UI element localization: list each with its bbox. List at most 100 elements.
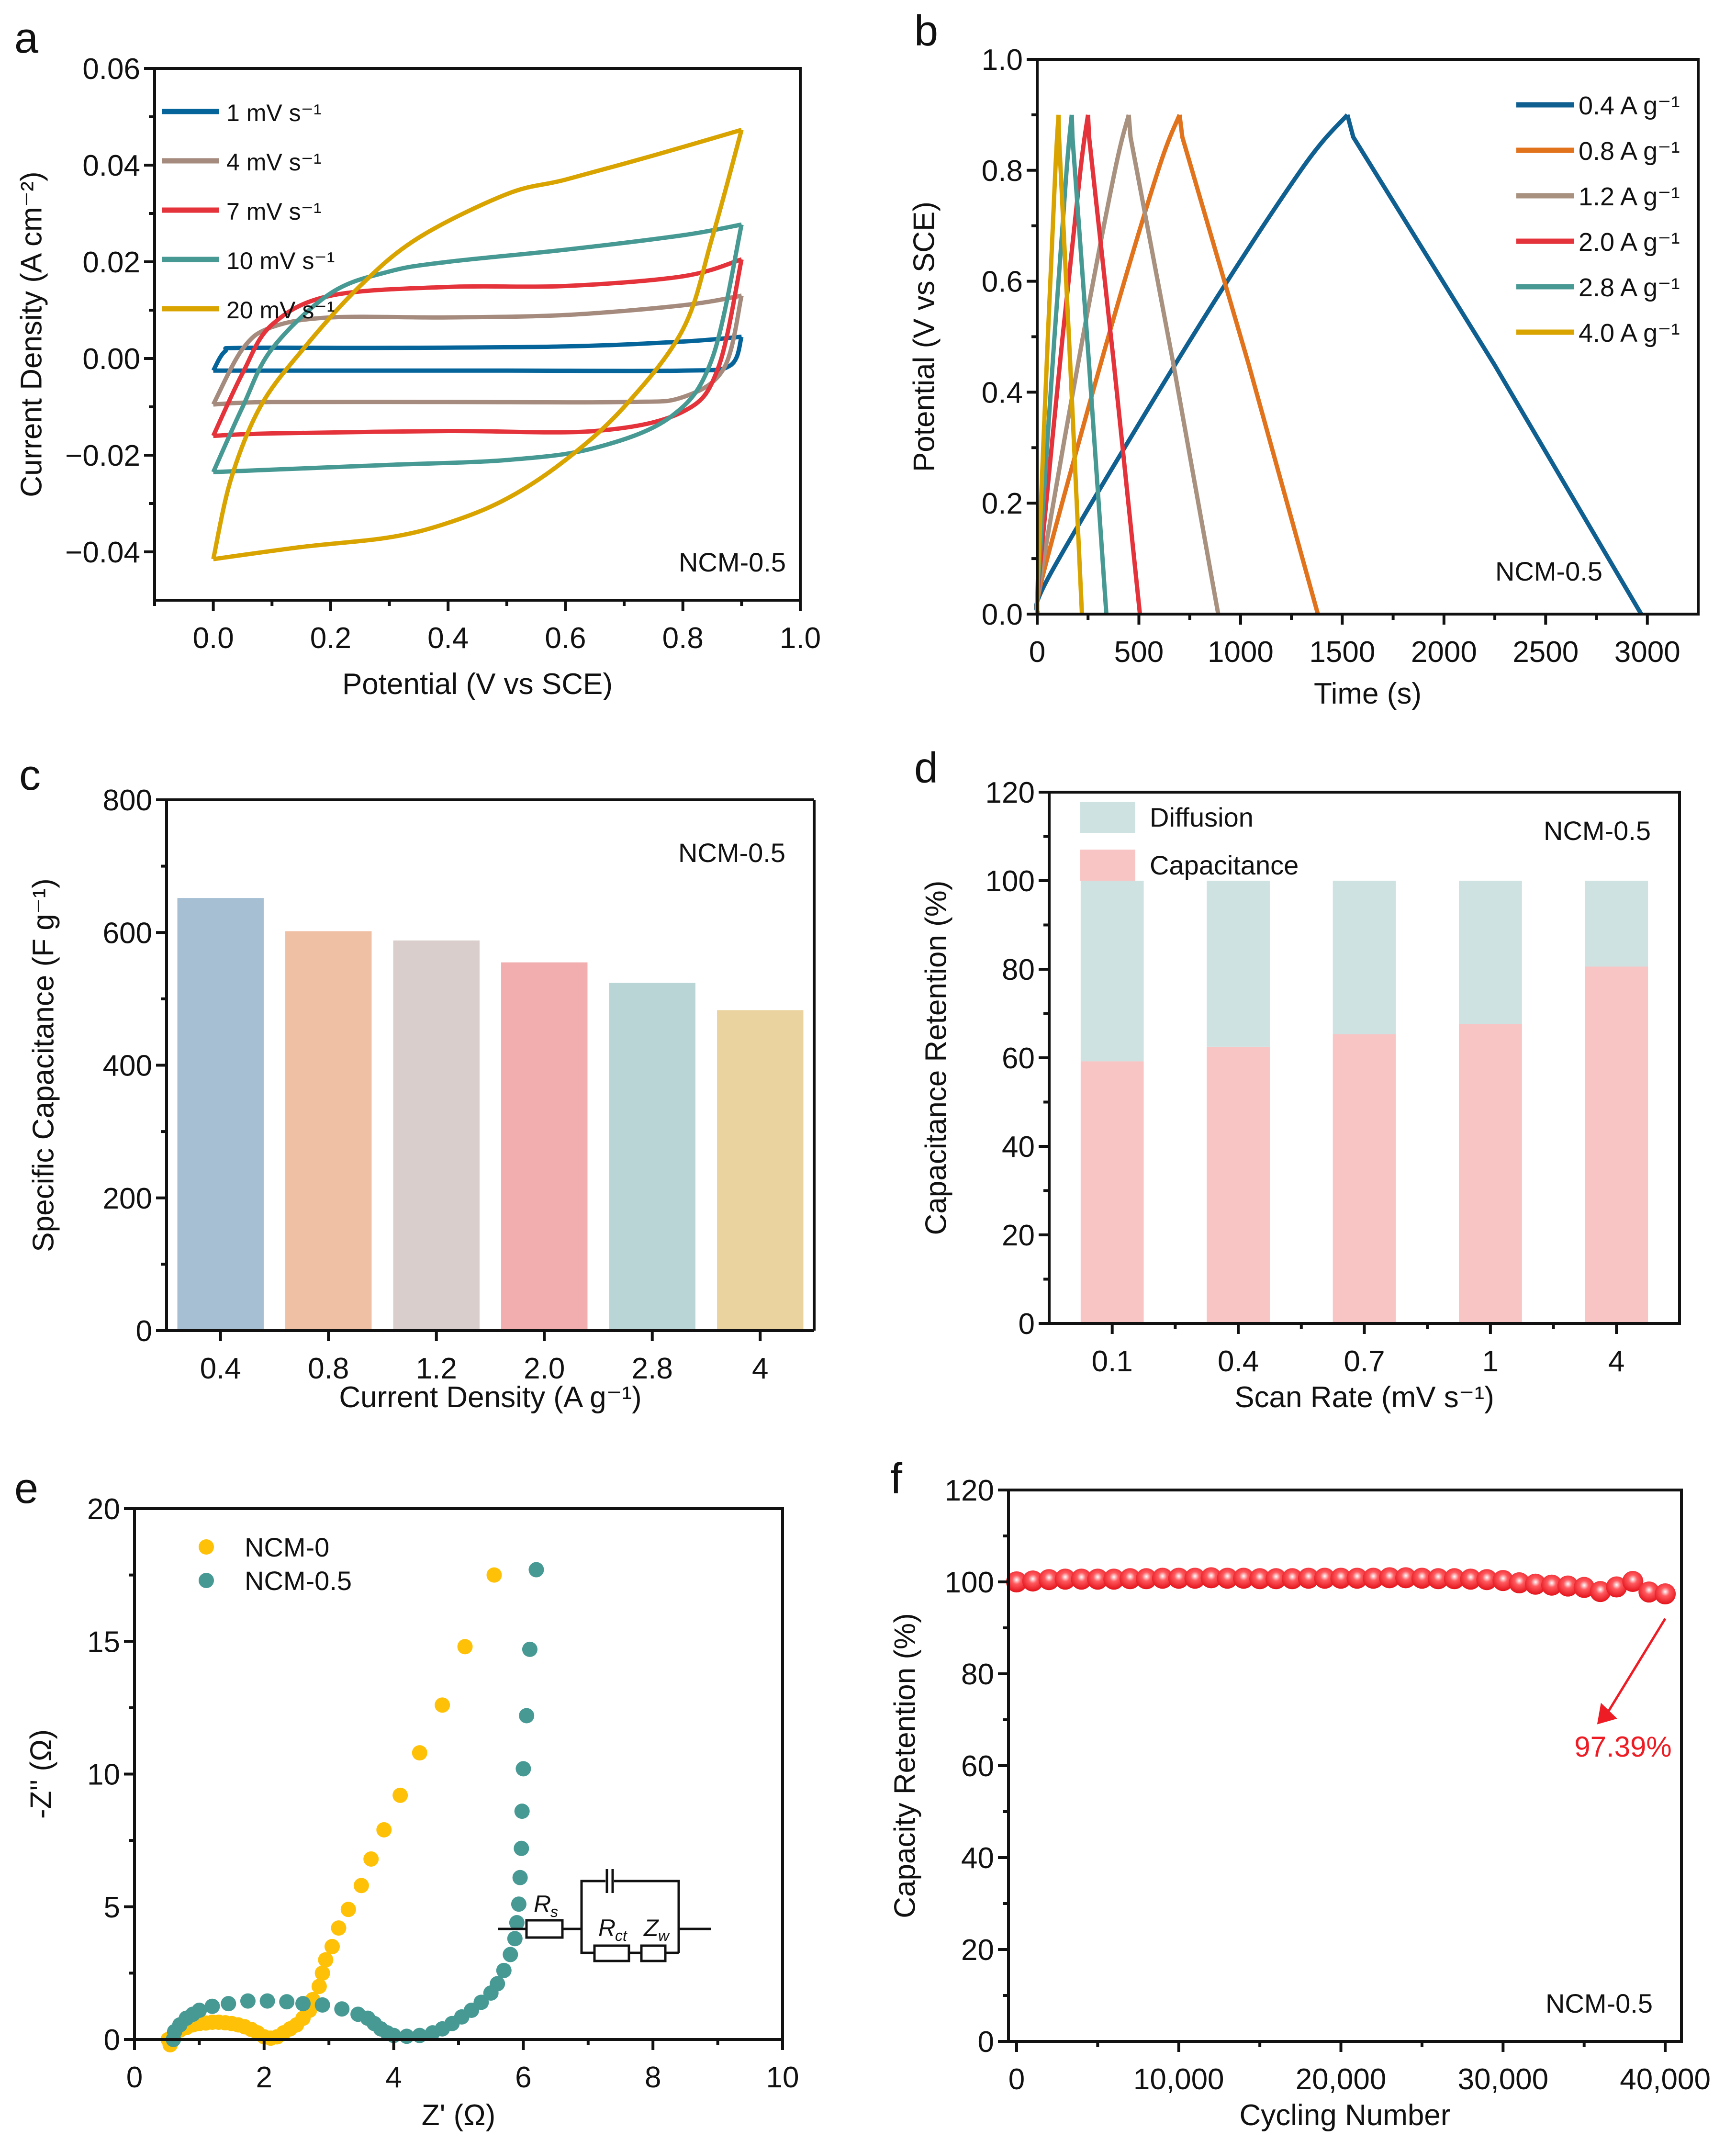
y-tick-label: 100: [986, 865, 1035, 898]
y-tick-label: 120: [945, 1474, 994, 1507]
x-tick-label: 40,000: [1620, 2063, 1711, 2096]
y-tick-label: 60: [961, 1750, 994, 1783]
legend-label: 20 mV s⁻¹: [226, 297, 335, 324]
data-point: [1444, 1568, 1465, 1590]
sample-annotation: NCM-0.5: [1544, 816, 1651, 846]
data-point: [340, 1902, 356, 1917]
cv-curve-lower: [213, 259, 744, 438]
data-point: [1427, 1568, 1449, 1590]
x-tick-label: 2.8: [632, 1352, 673, 1385]
data-point: [353, 1878, 369, 1893]
panel-c-bar-chart: c 0.4 0.8 1.2 2.0 2.8 4 0 200 400 600 800 Current De…: [19, 751, 816, 1414]
data-point: [486, 1567, 502, 1583]
y-tick-label: 0: [978, 2026, 994, 2059]
panel-d-stacked-bar-chart: d0.1 0.4 0.7 1 4020406080100120DiffusionCapa…: [914, 744, 1681, 1414]
y-tick-label: 0.6: [982, 266, 1023, 299]
panel-label: c: [19, 751, 41, 799]
data-point: [522, 1641, 538, 1657]
y-tick-label: 40: [1002, 1131, 1035, 1164]
data-point: [512, 1870, 528, 1885]
y-tick-label: 800: [103, 784, 152, 817]
y-tick-label: 15: [87, 1625, 120, 1658]
y-tick-label: 400: [103, 1050, 152, 1083]
data-point: [1168, 1568, 1189, 1589]
data-point: [503, 1947, 518, 1962]
panel-label: d: [914, 744, 938, 792]
x-tick-label: 0.4: [1218, 1345, 1259, 1378]
x-tick-label: 0.8: [308, 1352, 349, 1385]
legend-label: 4.0 A g⁻¹: [1579, 319, 1680, 347]
data-point: [1087, 1568, 1109, 1590]
x-tick-label: 0.7: [1344, 1345, 1385, 1378]
callout-arrow-head: [1597, 1703, 1617, 1725]
x-tick-label: 2000: [1411, 636, 1477, 669]
y-axis-title: Capacitance Retention (%): [919, 881, 952, 1235]
rct-subscript: ct: [615, 1927, 627, 1944]
data-point: [324, 1938, 340, 1954]
legend-marker: [199, 1573, 214, 1588]
x-axis-title: Time (s): [1314, 677, 1422, 710]
circuit-wire: [580, 1880, 605, 1929]
legend-label: 4 mV s⁻¹: [226, 149, 322, 176]
sample-annotation: NCM-0.5: [1495, 556, 1602, 586]
data-point: [1655, 1583, 1676, 1605]
y-tick-label: 0.02: [82, 246, 140, 279]
rct-label: R: [598, 1915, 616, 1941]
x-axis-title: Current Density (A g⁻¹): [339, 1381, 641, 1414]
cv-curve-upper: [211, 222, 742, 473]
data-point: [1509, 1572, 1530, 1593]
y-axis-title: Capacity Retention (%): [888, 1613, 921, 1918]
y-tick-label: 200: [103, 1182, 152, 1215]
legend-label: Diffusion: [1150, 802, 1254, 832]
y-tick-label: 0: [1019, 1308, 1035, 1341]
x-tick-label: 0: [126, 2061, 143, 2094]
bar: [501, 962, 588, 1331]
sample-annotation: NCM-0.5: [1546, 1988, 1653, 2018]
panel-label: e: [14, 1465, 38, 1512]
x-tick-label: 0.8: [662, 622, 704, 655]
sample-annotation: NCM-0.5: [679, 547, 786, 577]
panel-e-nyquist-chart: e NCM-0 NCM-0.5 0 5 10 15 20 0 2 4 6 8 10 Z' (Ω) -Z'' (…: [14, 1465, 799, 2132]
data-point: [1590, 1581, 1611, 1602]
data-point: [259, 1993, 275, 2009]
data-point: [473, 1994, 489, 2010]
y-axis-title: -Z'' (Ω): [24, 1729, 57, 1819]
legend-marker: [199, 1539, 214, 1555]
x-tick-label: 1.0: [780, 622, 821, 655]
x-tick-label: 8: [645, 2061, 661, 2094]
x-tick-label: 1500: [1309, 636, 1375, 669]
legend-label: 0.4 A g⁻¹: [1579, 91, 1680, 120]
data-point: [435, 1697, 450, 1713]
data-point: [318, 1952, 334, 1968]
capacitance-bar-segment: [1585, 966, 1648, 1323]
legend-swatch: [1080, 802, 1135, 833]
data-point: [1071, 1568, 1092, 1590]
legend-label: 1 mV s⁻¹: [226, 100, 322, 126]
y-tick-label: 0.4: [982, 376, 1023, 409]
data-point: [1379, 1567, 1400, 1589]
data-point: [1476, 1569, 1498, 1591]
data-point: [490, 1976, 505, 1992]
legend-label: NCM-0: [245, 1532, 329, 1562]
x-axis-title: Z' (Ω): [422, 2099, 496, 2132]
data-point: [1606, 1576, 1627, 1598]
bar: [609, 983, 695, 1331]
rs-label: R: [534, 1891, 551, 1917]
data-point: [1281, 1568, 1303, 1590]
x-tick-label: 2: [256, 2061, 272, 2094]
x-tick-label: 2500: [1512, 636, 1579, 669]
x-tick-label: 1.2: [416, 1352, 457, 1385]
warburg-element: [640, 1944, 667, 1962]
y-tick-label: 0.2: [982, 487, 1023, 520]
data-point: [376, 1822, 392, 1837]
data-point: [1217, 1568, 1238, 1589]
legend-label: 1.2 A g⁻¹: [1579, 182, 1680, 211]
data-point: [279, 1994, 295, 2010]
x-tick-label: 0: [1029, 636, 1045, 669]
y-axis-title: Potential (V vs SCE): [907, 202, 941, 472]
y-tick-label: 60: [1002, 1042, 1035, 1075]
panel-a-cv-chart: a 1 mV s⁻¹ 4 mV s⁻¹ 7 mV s⁻¹ 10 mV s⁻¹ 20 mV …: [14, 14, 821, 701]
data-point: [1120, 1568, 1141, 1590]
cv-curve-lower: [213, 224, 744, 474]
